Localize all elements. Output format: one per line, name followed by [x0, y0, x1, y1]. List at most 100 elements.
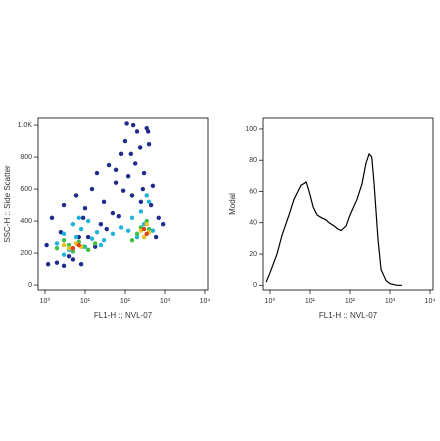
y-tick-label: 100: [245, 126, 257, 133]
point: [61, 202, 67, 208]
y-tick-label: 600: [20, 186, 32, 193]
point: [66, 242, 72, 248]
point: [80, 215, 86, 221]
x-tick-label: 10³: [385, 298, 396, 305]
point: [45, 262, 51, 267]
point: [134, 129, 140, 134]
point: [145, 129, 151, 134]
point: [129, 238, 135, 243]
point: [73, 234, 79, 240]
point: [120, 188, 126, 193]
point: [140, 186, 146, 192]
point: [138, 199, 144, 205]
point: [82, 206, 88, 211]
y-tick-label: 0: [253, 282, 257, 289]
x-axis-label: FL1-H :: NVL-07: [319, 311, 378, 320]
point: [125, 228, 131, 233]
plot-frame: [262, 117, 434, 291]
point: [134, 231, 140, 237]
y-tick-label: 80: [249, 157, 257, 164]
y-axis-label: SSC-H :: Side Scatter: [3, 165, 12, 243]
x-tick-label: 10²: [345, 298, 356, 305]
plot-frame: [37, 117, 209, 291]
point: [66, 246, 72, 251]
point: [101, 238, 107, 243]
point: [85, 234, 91, 240]
point: [113, 167, 119, 173]
point: [78, 262, 84, 267]
point: [49, 215, 55, 221]
y-tick-label: 200: [20, 250, 32, 257]
point: [153, 234, 159, 240]
point: [61, 231, 67, 237]
y-tick-label: 1.0K: [18, 122, 33, 129]
x-tick-label: 10²: [120, 298, 131, 305]
histogram-line: [265, 152, 403, 286]
point: [146, 142, 152, 147]
point: [85, 218, 91, 224]
point: [70, 222, 76, 227]
point: [104, 226, 109, 232]
point: [61, 252, 67, 257]
point: [156, 215, 161, 221]
x-tick-label: 10¹: [80, 298, 91, 305]
y-tick-label: 40: [249, 220, 257, 227]
point: [92, 241, 98, 246]
point: [110, 231, 116, 237]
point: [85, 247, 91, 253]
point: [113, 180, 119, 185]
x-tick-label: 10⁰: [265, 297, 276, 305]
point: [150, 228, 156, 233]
point: [118, 225, 124, 230]
y-tick-label: 20: [249, 251, 257, 258]
point: [144, 193, 149, 198]
point: [61, 263, 67, 269]
point: [54, 241, 60, 246]
point: [89, 236, 95, 241]
point: [101, 199, 107, 205]
y-tick-label: 400: [20, 218, 32, 225]
point: [106, 162, 112, 168]
point: [98, 222, 104, 227]
point: [54, 246, 60, 251]
point: [129, 193, 135, 198]
x-tick-label: 10⁴: [200, 298, 211, 305]
point: [141, 234, 147, 240]
point: [146, 226, 152, 232]
point: [128, 151, 134, 157]
point: [148, 202, 154, 208]
point: [54, 260, 60, 265]
point: [89, 186, 95, 192]
x-axis-label: FL1-H :: NVL-07: [94, 311, 153, 320]
point: [78, 226, 84, 232]
point: [66, 254, 72, 259]
point: [132, 161, 138, 166]
y-tick-label: 800: [20, 154, 32, 161]
x-tick-label: 10⁴: [425, 298, 436, 305]
point: [70, 246, 76, 251]
x-tick-label: 10³: [160, 298, 171, 305]
point: [137, 145, 143, 150]
point: [70, 249, 76, 254]
point: [130, 122, 136, 128]
point: [125, 174, 131, 179]
point: [73, 193, 79, 198]
point: [44, 242, 49, 248]
point: [144, 231, 149, 237]
point: [150, 183, 156, 189]
point: [141, 170, 147, 176]
point: [92, 244, 98, 249]
y-axis-label: Modal: [228, 193, 237, 215]
point: [70, 257, 76, 262]
point: [138, 209, 144, 214]
point: [76, 215, 81, 221]
x-tick-label: 10¹: [305, 298, 316, 305]
x-tick-label: 10⁰: [40, 297, 51, 305]
point: [144, 218, 149, 224]
point: [141, 226, 147, 232]
point: [129, 215, 135, 221]
y-tick-label: 0: [28, 282, 32, 289]
point: [76, 242, 81, 248]
point: [118, 151, 124, 157]
